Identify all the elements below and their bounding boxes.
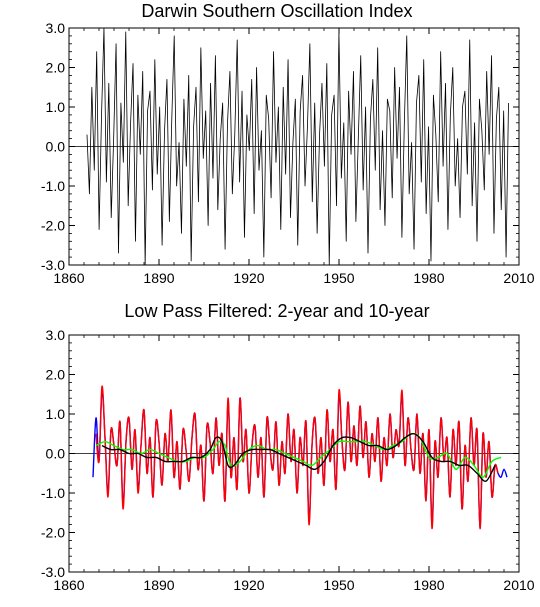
series-line-1: [95, 385, 499, 530]
x-tick-label: 1890: [143, 270, 174, 286]
x-tick-label: 1920: [233, 270, 264, 286]
series-line-2: [95, 432, 502, 478]
chart-2-title: Low Pass Filtered: 2-year and 10-year: [124, 301, 429, 321]
y-tick-label: 0.0: [46, 446, 66, 462]
x-tick-label: 1920: [233, 577, 264, 593]
y-tick-label: 1.0: [46, 99, 66, 115]
y-tick-label: 3.0: [46, 20, 66, 36]
y-tick-label: 1.0: [46, 406, 66, 422]
x-tick-label: 1890: [143, 577, 174, 593]
x-tick-label: 1980: [413, 270, 444, 286]
x-tick-label: 2010: [503, 577, 534, 593]
y-tick-label: 3.0: [46, 327, 66, 343]
x-tick-label: 2010: [503, 270, 534, 286]
chart-1-title: Darwin Southern Oscillation Index: [141, 1, 412, 21]
y-tick-label: -1.0: [41, 178, 65, 194]
y-tick-label: -3.0: [41, 257, 65, 273]
series-line-3: [101, 432, 496, 482]
y-tick-label: 2.0: [46, 60, 66, 76]
y-tick-label: -3.0: [41, 564, 65, 580]
x-tick-label: 1950: [323, 270, 354, 286]
x-tick-label: 1980: [413, 577, 444, 593]
y-tick-label: -2.0: [41, 525, 65, 541]
y-tick-label: -1.0: [41, 485, 65, 501]
x-tick-label: 1950: [323, 577, 354, 593]
x-tick-label: 1860: [53, 577, 84, 593]
y-tick-label: -2.0: [41, 218, 65, 234]
x-tick-label: 1860: [53, 270, 84, 286]
series-line-0: [86, 28, 509, 265]
y-tick-label: 2.0: [46, 367, 66, 383]
y-tick-label: 0.0: [46, 139, 66, 155]
